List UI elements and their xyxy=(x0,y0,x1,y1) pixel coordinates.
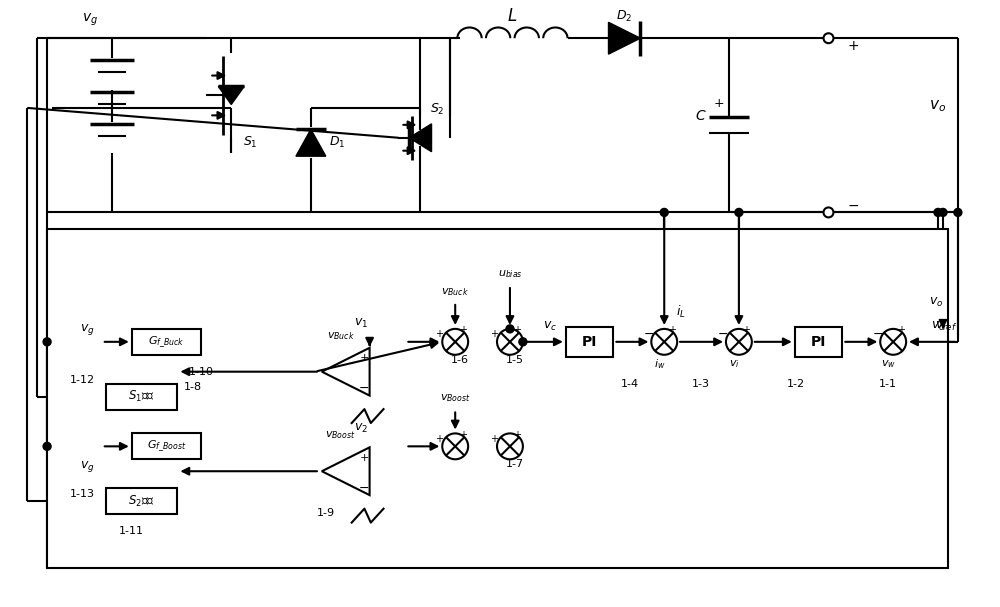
Bar xyxy=(106,384,177,410)
Circle shape xyxy=(651,329,677,354)
Circle shape xyxy=(506,325,514,333)
Text: PI: PI xyxy=(811,335,826,349)
Polygon shape xyxy=(322,447,370,495)
Text: $v_c$: $v_c$ xyxy=(543,320,557,333)
Text: $L$: $L$ xyxy=(507,7,517,25)
Circle shape xyxy=(934,208,942,217)
Circle shape xyxy=(660,208,668,217)
Text: 1-3: 1-3 xyxy=(692,379,710,388)
Text: $+$: $+$ xyxy=(513,324,522,336)
Text: $+$: $+$ xyxy=(359,452,369,463)
Text: $G_{f\_Boost}$: $G_{f\_Boost}$ xyxy=(147,439,186,454)
Text: $v_{ref}$: $v_{ref}$ xyxy=(935,320,958,333)
Text: $S_2$: $S_2$ xyxy=(430,103,445,117)
Circle shape xyxy=(939,208,947,217)
Text: 1-7: 1-7 xyxy=(506,459,524,469)
Circle shape xyxy=(954,208,962,217)
Text: $+$: $+$ xyxy=(847,39,859,53)
Text: $-$: $-$ xyxy=(358,481,369,493)
Text: PI: PI xyxy=(582,335,597,349)
Text: $D_2$: $D_2$ xyxy=(616,8,633,24)
Circle shape xyxy=(824,208,833,217)
Text: $v_g$: $v_g$ xyxy=(82,12,98,29)
Text: $+$: $+$ xyxy=(459,429,468,440)
Text: $v_1$: $v_1$ xyxy=(354,317,368,330)
Text: $-$: $-$ xyxy=(717,327,729,341)
Text: 1-8: 1-8 xyxy=(183,382,201,392)
Circle shape xyxy=(497,433,523,459)
Text: $v_o$: $v_o$ xyxy=(929,296,943,308)
Bar xyxy=(132,329,201,354)
Text: $+$: $+$ xyxy=(668,324,677,336)
Circle shape xyxy=(43,338,51,346)
Text: $+$: $+$ xyxy=(742,324,751,336)
Text: $v_o$: $v_o$ xyxy=(931,320,945,333)
Polygon shape xyxy=(609,22,640,54)
Text: $v_w$: $v_w$ xyxy=(881,358,896,370)
Circle shape xyxy=(880,329,906,354)
Bar xyxy=(47,229,948,568)
Circle shape xyxy=(497,329,523,354)
Text: $v_o$: $v_o$ xyxy=(929,98,947,114)
Text: $v_{Buck}$: $v_{Buck}$ xyxy=(327,330,355,342)
Circle shape xyxy=(726,329,752,354)
Text: $-$: $-$ xyxy=(847,197,859,211)
Text: 1-12: 1-12 xyxy=(69,375,94,385)
Text: 1-5: 1-5 xyxy=(506,354,524,365)
Text: $v_g$: $v_g$ xyxy=(80,322,94,337)
Bar xyxy=(795,327,842,357)
Text: $+$: $+$ xyxy=(513,429,522,440)
Text: 1-2: 1-2 xyxy=(787,379,805,388)
Text: $+$: $+$ xyxy=(713,97,725,110)
Text: $v_{Buck}$: $v_{Buck}$ xyxy=(441,286,469,298)
Text: $+$: $+$ xyxy=(897,324,906,336)
Text: $+$: $+$ xyxy=(490,328,499,339)
Text: $-$: $-$ xyxy=(872,327,883,341)
Circle shape xyxy=(519,338,527,346)
Text: $S_1$驱动: $S_1$驱动 xyxy=(128,389,155,404)
Text: 1-10: 1-10 xyxy=(189,367,214,377)
Bar xyxy=(132,433,201,459)
Text: $-$: $-$ xyxy=(643,327,654,341)
Circle shape xyxy=(43,443,51,450)
Bar xyxy=(566,327,613,357)
Text: $v_{Boost}$: $v_{Boost}$ xyxy=(440,393,471,404)
Text: $v_2$: $v_2$ xyxy=(354,422,368,435)
Text: $-$: $-$ xyxy=(358,381,369,394)
Text: $S_1$: $S_1$ xyxy=(243,135,258,151)
Text: $G_{f\_Buck}$: $G_{f\_Buck}$ xyxy=(148,334,185,350)
Text: $+$: $+$ xyxy=(359,352,369,363)
Text: $+$: $+$ xyxy=(490,433,499,444)
Text: $u_{bias}$: $u_{bias}$ xyxy=(498,268,522,280)
Text: 1-9: 1-9 xyxy=(317,508,335,518)
Text: 1-13: 1-13 xyxy=(69,489,94,499)
Polygon shape xyxy=(218,86,244,104)
Text: $i_w$: $i_w$ xyxy=(654,357,665,371)
Polygon shape xyxy=(296,129,326,156)
Circle shape xyxy=(442,433,468,459)
Text: 1-6: 1-6 xyxy=(451,354,469,365)
Text: $D_1$: $D_1$ xyxy=(329,135,345,151)
Text: $+$: $+$ xyxy=(435,328,444,339)
Text: $v_g$: $v_g$ xyxy=(80,459,94,473)
Polygon shape xyxy=(322,348,370,396)
Text: $S_2$驱动: $S_2$驱动 xyxy=(128,493,155,509)
Bar xyxy=(106,488,177,514)
Text: 1-4: 1-4 xyxy=(620,379,638,388)
Text: $+$: $+$ xyxy=(459,324,468,336)
Text: $C$: $C$ xyxy=(695,109,707,123)
Polygon shape xyxy=(409,124,432,152)
Circle shape xyxy=(735,208,743,217)
Circle shape xyxy=(824,33,833,43)
Text: 1-11: 1-11 xyxy=(119,526,144,536)
Text: $i_L$: $i_L$ xyxy=(676,304,686,320)
Text: 1-1: 1-1 xyxy=(879,379,897,388)
Text: $v_i$: $v_i$ xyxy=(729,358,739,370)
Text: $+$: $+$ xyxy=(435,433,444,444)
Text: $v_{Boost}$: $v_{Boost}$ xyxy=(325,430,356,441)
Circle shape xyxy=(442,329,468,354)
